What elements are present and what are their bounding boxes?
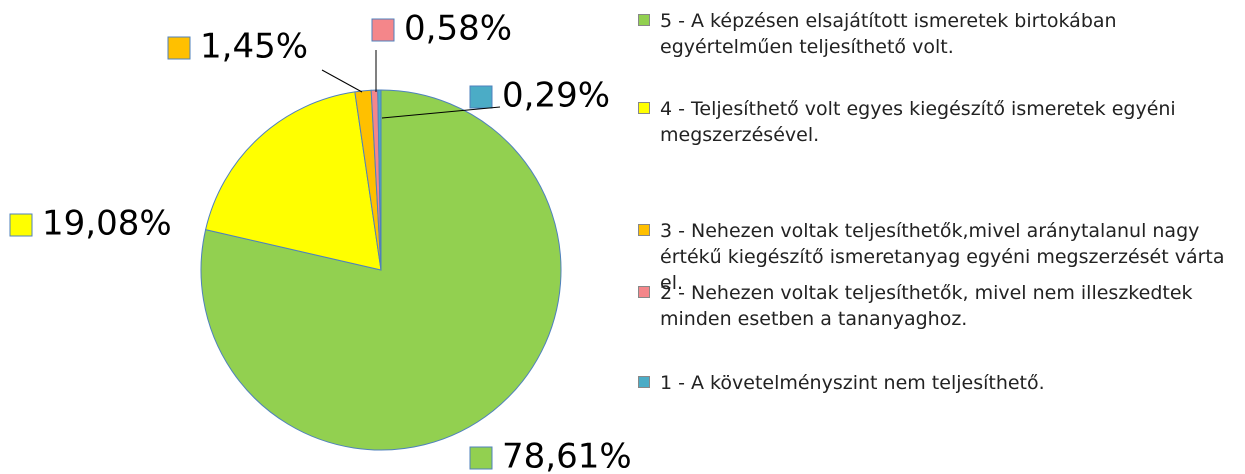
legend-swatch <box>638 14 650 26</box>
legend-label: 3 - Nehezen voltak teljesíthetők,mivel a… <box>660 220 1225 294</box>
legend-label: 4 - Teljesíthető volt egyes kiegészítő i… <box>660 98 1176 146</box>
legend-item: 1 - A követelményszint nem teljesíthető. <box>638 370 1238 396</box>
legend-label: 1 - A követelményszint nem teljesíthető. <box>660 372 1045 394</box>
data-label: 78,61% <box>502 437 632 474</box>
leader-line <box>321 69 363 93</box>
leader-line <box>381 106 501 119</box>
legend-swatch <box>638 376 650 388</box>
data-label: 0,29% <box>502 76 610 116</box>
data-label: 19,08% <box>42 204 172 244</box>
data-label: 0,58% <box>404 9 512 49</box>
legend-swatch <box>638 224 650 236</box>
legend-swatch <box>638 286 650 298</box>
data-label: 1,45% <box>200 27 308 67</box>
legend-item: 2 - Nehezen voltak teljesíthetők, mivel … <box>638 280 1238 332</box>
label-swatch <box>371 18 395 42</box>
legend-item: 4 - Teljesíthető volt egyes kiegészítő i… <box>638 96 1238 148</box>
pie-slice <box>204 91 382 271</box>
legend-item: 5 - A képzésen elsajátított ismeretek bi… <box>638 8 1238 60</box>
label-swatch <box>167 36 191 60</box>
label-swatch <box>469 446 493 470</box>
label-swatch <box>469 85 493 109</box>
legend-item: 3 - Nehezen voltak teljesíthetők,mivel a… <box>638 218 1238 296</box>
legend-label: 2 - Nehezen voltak teljesíthetők, mivel … <box>660 282 1193 330</box>
legend-swatch <box>638 102 650 114</box>
pie-slice <box>377 89 382 271</box>
label-swatch <box>9 213 33 237</box>
legend-label: 5 - A képzésen elsajátított ismeretek bi… <box>660 10 1117 58</box>
